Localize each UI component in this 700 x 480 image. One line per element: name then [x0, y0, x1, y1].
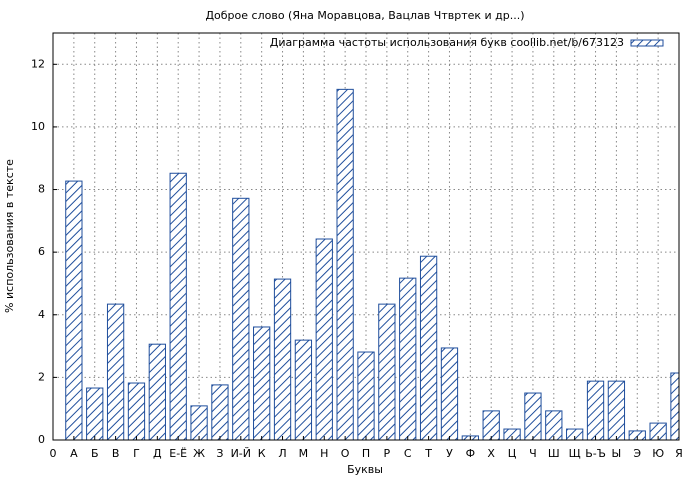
x-tick-label: Ы [612, 447, 622, 460]
x-tick-label: Х [487, 447, 495, 460]
x-tick-label: П [362, 447, 370, 460]
x-tick-label: А [70, 447, 78, 460]
bar [419, 255, 438, 440]
bar [169, 172, 187, 440]
x-tick-label: Д [153, 447, 162, 460]
grid [52, 33, 680, 441]
x-tick-label: Ч [529, 447, 537, 460]
x-tick-label: Э [633, 447, 641, 460]
x-tick-label: М [299, 447, 309, 460]
x-tick-label: Я [675, 447, 683, 460]
bar [586, 380, 605, 440]
bar [399, 277, 417, 440]
x-tick-label: Ш [548, 447, 560, 460]
legend-swatch [630, 39, 664, 47]
x-tick-label: К [258, 447, 266, 460]
bar [148, 343, 166, 440]
bar [211, 384, 229, 440]
bar [65, 180, 83, 440]
bar [273, 278, 292, 440]
x-tick-label: У [446, 447, 453, 460]
bar [190, 405, 208, 440]
x-tick-label: Н [320, 447, 328, 460]
y-tick-label: 10 [31, 120, 45, 133]
bar [253, 326, 271, 440]
x-tick-label: С [404, 447, 412, 460]
y-tick-label: 2 [38, 370, 45, 383]
x-axis-label: Буквы [347, 463, 383, 476]
x-tick-label: Щ [569, 447, 581, 460]
x-tick-label: Т [424, 447, 432, 460]
x-tick-label: Б [91, 447, 99, 460]
bar [440, 347, 459, 440]
y-tick-label: 4 [38, 308, 45, 321]
y-tick-label: 12 [31, 57, 45, 70]
bar [315, 238, 333, 440]
chart-title: Доброе слово (Яна Моравцова, Вацлав Чтвр… [205, 9, 524, 22]
bar [86, 387, 104, 440]
x-tick-label: Л [278, 447, 286, 460]
x-tick-label: Р [384, 447, 391, 460]
bar [106, 303, 125, 440]
bar [127, 382, 146, 440]
bar [336, 88, 354, 440]
x-tick-label: Ь-Ъ [585, 447, 606, 460]
legend-label: Диаграмма частоты использования букв coo… [270, 36, 624, 49]
bar [607, 380, 626, 440]
bar [545, 410, 563, 440]
y-tick-label: 8 [38, 183, 45, 196]
x-tick-label: Г [133, 447, 140, 460]
y-tick-label: 6 [38, 245, 45, 258]
x-tick-label: 0 [50, 447, 57, 460]
x-tick-label: О [341, 447, 350, 460]
bars [65, 88, 679, 440]
x-tick-label: Ц [508, 447, 517, 460]
x-tick-label: Ж [193, 447, 205, 460]
bar [357, 351, 375, 440]
bar [232, 197, 250, 440]
x-tick-label: Е-Ё [169, 447, 187, 460]
x-tick-label: Ф [466, 447, 475, 460]
x-tick-label: Ю [652, 447, 664, 460]
x-tick-label: И-Й [231, 447, 251, 460]
x-tick-label: В [112, 447, 120, 460]
bar [482, 410, 500, 440]
bar [524, 392, 542, 440]
y-axis-label: % использования в тексте [3, 159, 16, 313]
x-tick-label: З [216, 447, 223, 460]
bar [294, 339, 313, 440]
bar [378, 303, 396, 440]
bar [628, 430, 646, 440]
y-tick-label: 0 [38, 433, 45, 446]
